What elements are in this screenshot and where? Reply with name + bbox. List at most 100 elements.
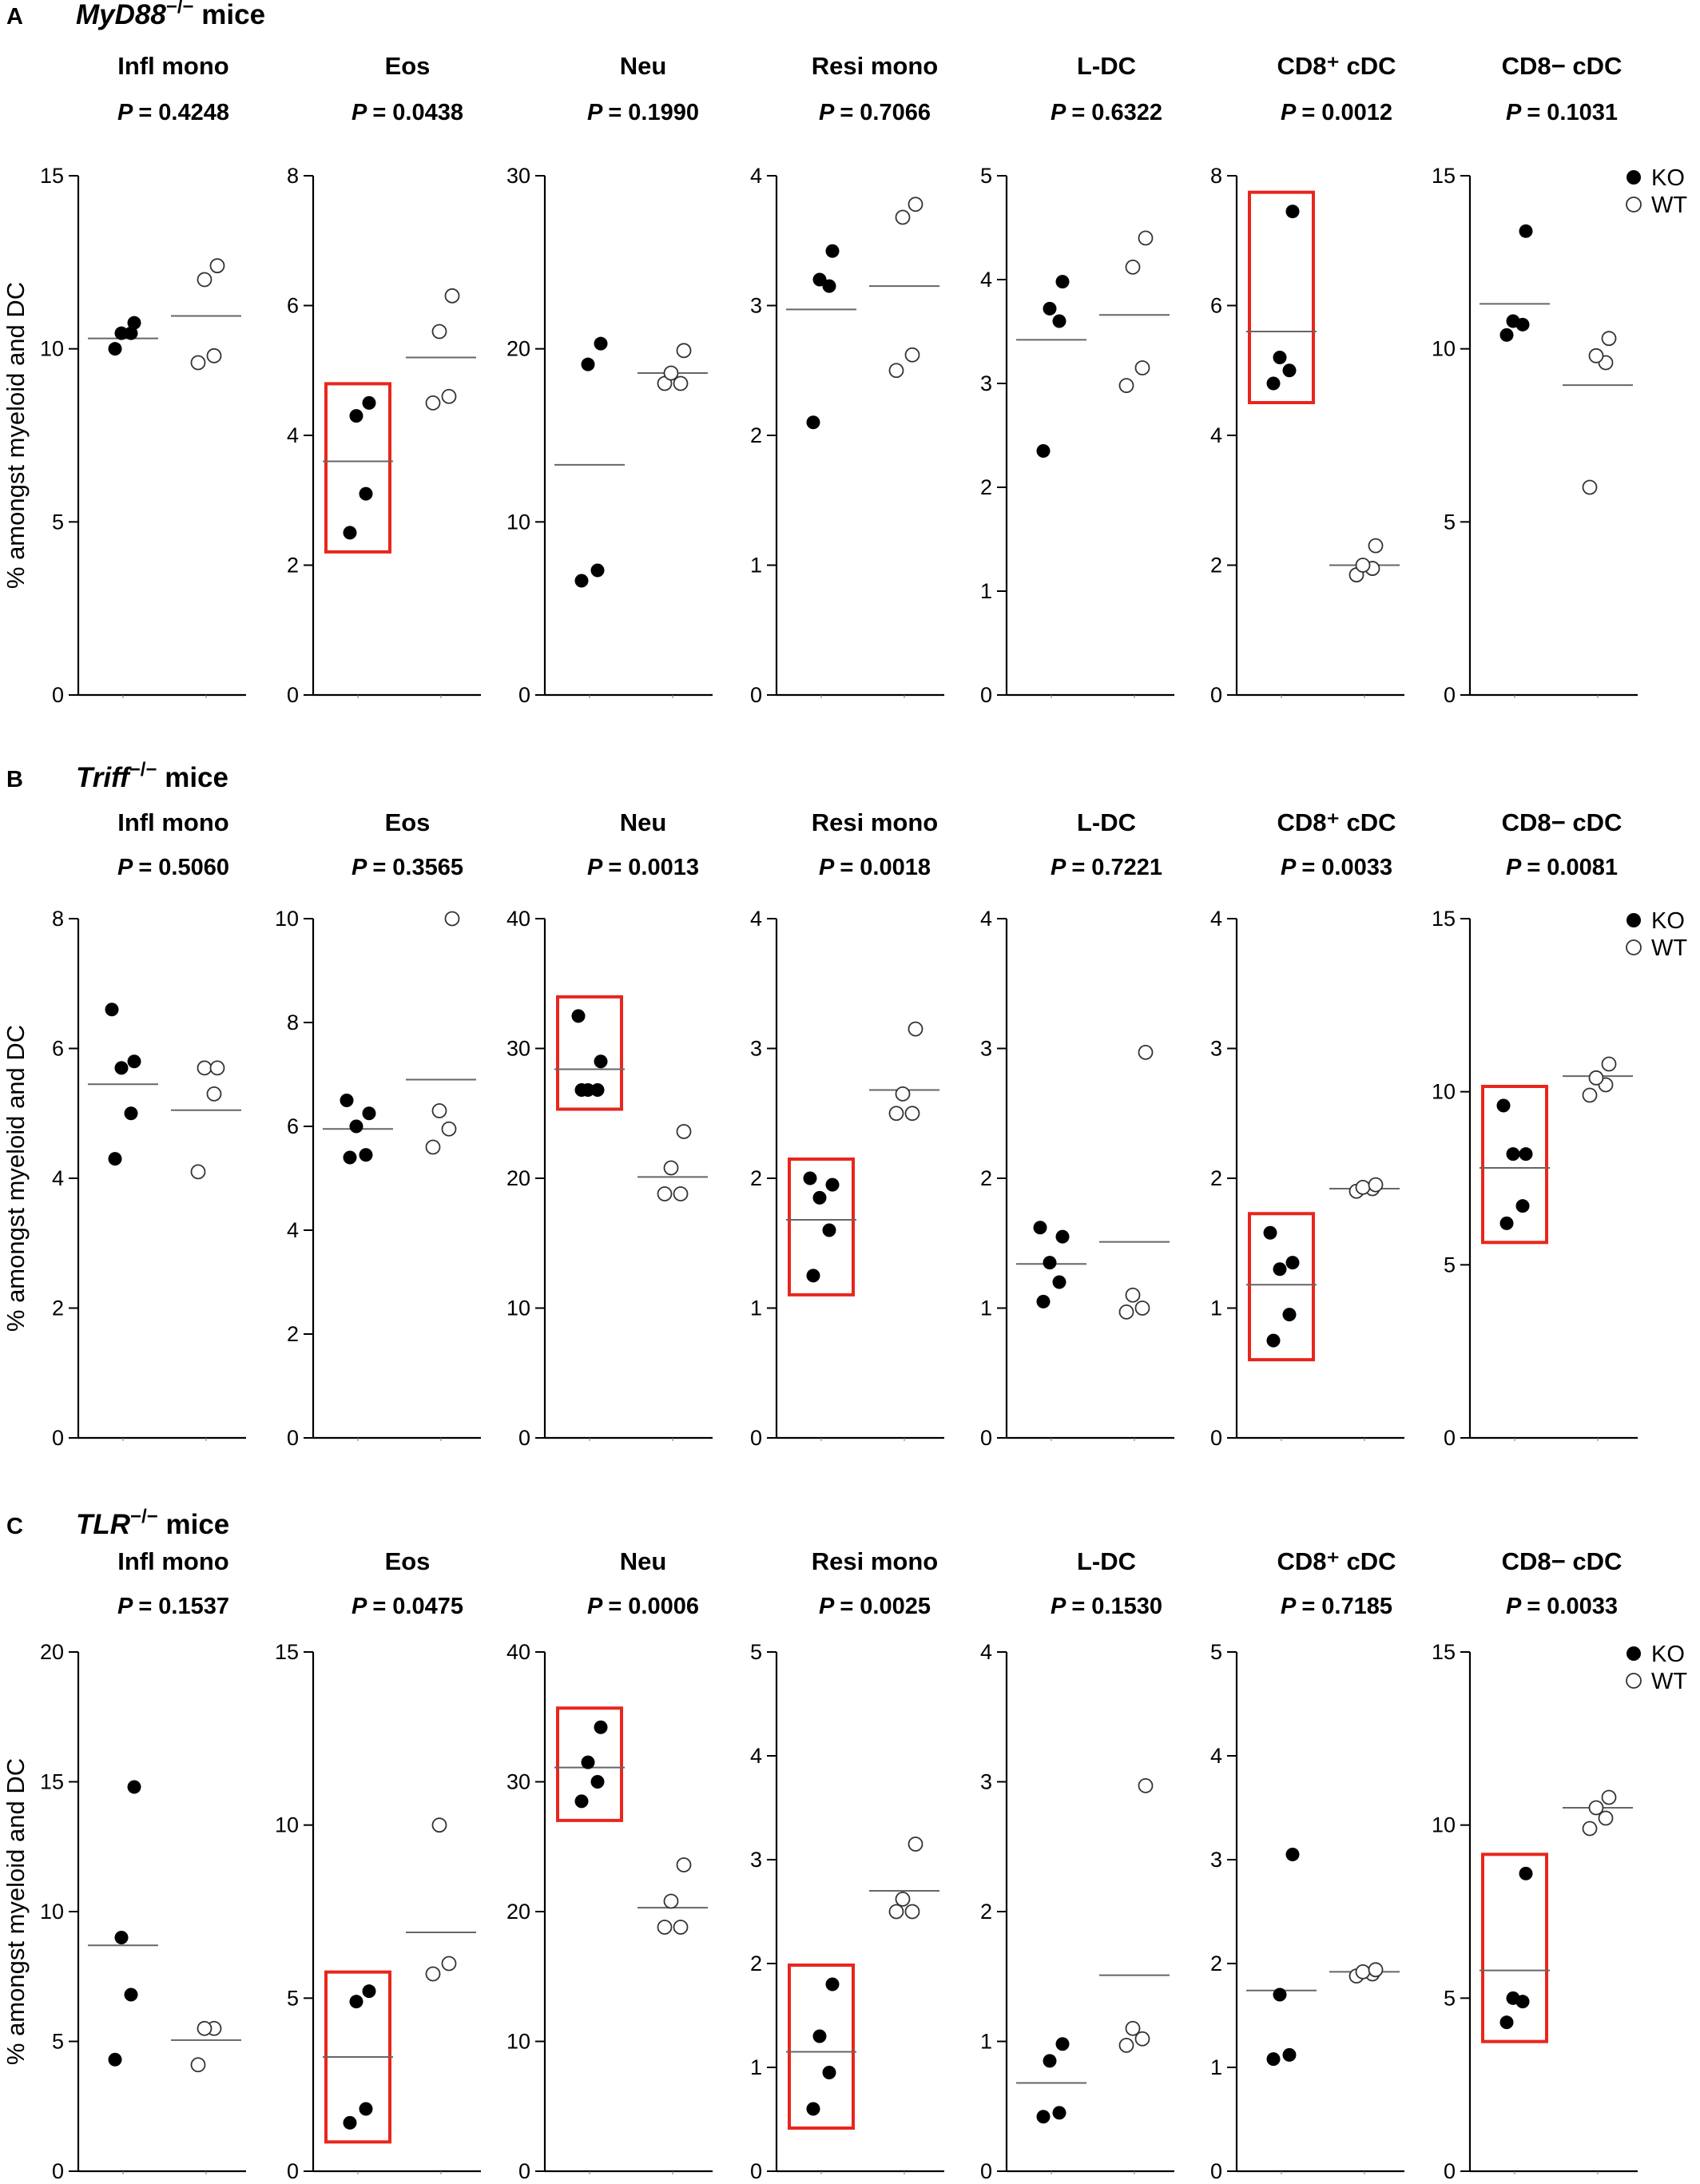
ko-point	[1266, 376, 1281, 391]
wt-point	[1118, 2037, 1134, 2053]
y-tick-label: 5	[52, 2030, 64, 2054]
ko-point	[127, 1780, 141, 1794]
y-tick-label: 4	[980, 907, 992, 931]
p-symbol: P	[117, 100, 138, 125]
wt-point	[1582, 1087, 1598, 1103]
y-tick-label: 4	[980, 1640, 992, 1664]
y-tick-label: 3	[980, 1037, 992, 1061]
y-tick-label: 2	[287, 1322, 299, 1346]
p-value: P = 0.7066	[819, 100, 931, 125]
y-tick-label: 30	[506, 1037, 530, 1061]
panel: CD8⁺ cDC P = 0.7185 0 1 2 3 4 5	[1210, 1547, 1404, 2183]
ko-point	[825, 1177, 840, 1192]
mice-label: mice	[157, 762, 228, 793]
p-value: P = 0.0012	[1281, 100, 1392, 125]
wt-point	[1138, 1044, 1154, 1060]
panel: Infl mono P = 0.4248 0 5 10 15	[40, 52, 246, 707]
p-symbol: P	[587, 100, 608, 125]
mice-label: mice	[158, 1509, 230, 1540]
p-value: P = 0.0013	[587, 855, 699, 880]
panel-title: Resi mono	[812, 808, 938, 836]
y-tick-label: 15	[1432, 164, 1456, 188]
p-value: P = 0.0018	[819, 855, 931, 880]
wt-point	[1134, 2031, 1150, 2047]
mice-label: mice	[194, 0, 266, 30]
wt-point	[663, 1160, 679, 1176]
wt-point	[1588, 1800, 1604, 1816]
gene-name: MyD88	[76, 0, 166, 30]
ko-point	[574, 1794, 589, 1809]
ko-point	[1273, 1987, 1287, 2002]
y-tick-label: 4	[1210, 423, 1222, 447]
p-symbol: P	[1051, 100, 1071, 125]
legend-wt-marker	[1626, 1673, 1642, 1689]
legend-ko-label: KO	[1651, 1642, 1685, 1667]
ko-point	[1519, 224, 1533, 238]
wt-point	[441, 1956, 457, 1972]
panel: Neu P = 0.1990 0 10 20 30	[506, 52, 713, 707]
panel-title: Neu	[620, 52, 667, 80]
y-tick-label: 15	[40, 164, 64, 188]
ko-point	[590, 1083, 605, 1097]
y-tick-label: 4	[1210, 1744, 1222, 1768]
wt-point	[908, 1021, 923, 1037]
y-tick-label: 6	[1210, 294, 1222, 318]
ko-point	[812, 2029, 827, 2043]
wt-point	[1601, 1789, 1617, 1805]
p-value: P = 0.0438	[352, 100, 463, 125]
y-tick-label: 1	[980, 1297, 992, 1320]
wt-point	[908, 1837, 923, 1852]
y-axis-label: % amongst myeloid and DC	[2, 1758, 30, 2065]
wt-point	[197, 2020, 212, 2036]
legend-wt-label: WT	[1651, 935, 1687, 961]
ko-point	[822, 279, 836, 293]
ko-point	[822, 1223, 836, 1237]
y-tick-label: 6	[287, 1114, 299, 1138]
ko-point	[581, 357, 595, 371]
ko-point	[108, 2052, 122, 2067]
y-tick-label: 2	[980, 475, 992, 499]
y-tick-label: 10	[506, 2030, 530, 2054]
y-tick-label: 2	[287, 554, 299, 578]
legend-ko-label: KO	[1651, 165, 1685, 191]
p-symbol: P	[352, 1594, 372, 1619]
wt-point	[1125, 259, 1141, 275]
panel-title: CD8⁺ cDC	[1277, 52, 1396, 80]
panel-title: CD8⁺ cDC	[1277, 1547, 1396, 1575]
ko-point	[359, 486, 373, 501]
ko-point	[1052, 1275, 1066, 1289]
y-tick-label: 40	[506, 907, 530, 931]
panel-title: Infl mono	[117, 52, 228, 80]
wt-point	[1368, 1962, 1384, 1978]
panel: Neu P = 0.0013 0 10 20 30 40	[506, 808, 713, 1450]
wt-point	[673, 1920, 689, 1935]
y-tick-label: 5	[52, 510, 64, 534]
p-value: P = 0.0025	[819, 1594, 931, 1619]
ko-point	[105, 1003, 119, 1017]
panel-title: Infl mono	[117, 808, 228, 836]
p-value: P = 0.7221	[1051, 855, 1162, 880]
panel-title: L-DC	[1077, 808, 1136, 836]
ko-point	[590, 563, 605, 578]
section-letter: A	[6, 4, 23, 30]
ko-point	[1499, 328, 1514, 342]
panel-title: Eos	[385, 808, 431, 836]
ko-point	[1515, 1199, 1530, 1213]
ko-point	[1499, 2015, 1514, 2030]
p-number: = 0.7221	[1071, 855, 1162, 880]
p-number: = 0.0438	[372, 100, 463, 125]
p-number: = 0.4248	[138, 100, 229, 125]
ko-point	[594, 1054, 608, 1069]
y-tick-label: 5	[750, 1640, 762, 1664]
y-tick-label: 5	[1444, 510, 1456, 534]
legend-wt-label: WT	[1651, 193, 1687, 218]
panel-title: Eos	[385, 52, 431, 80]
ko-point	[1285, 1848, 1300, 1861]
p-value: P = 0.0475	[352, 1594, 463, 1619]
y-tick-label: 2	[52, 1297, 64, 1320]
ko-point	[124, 1106, 138, 1121]
ko-point	[349, 1995, 363, 2009]
wt-point	[888, 1106, 904, 1122]
